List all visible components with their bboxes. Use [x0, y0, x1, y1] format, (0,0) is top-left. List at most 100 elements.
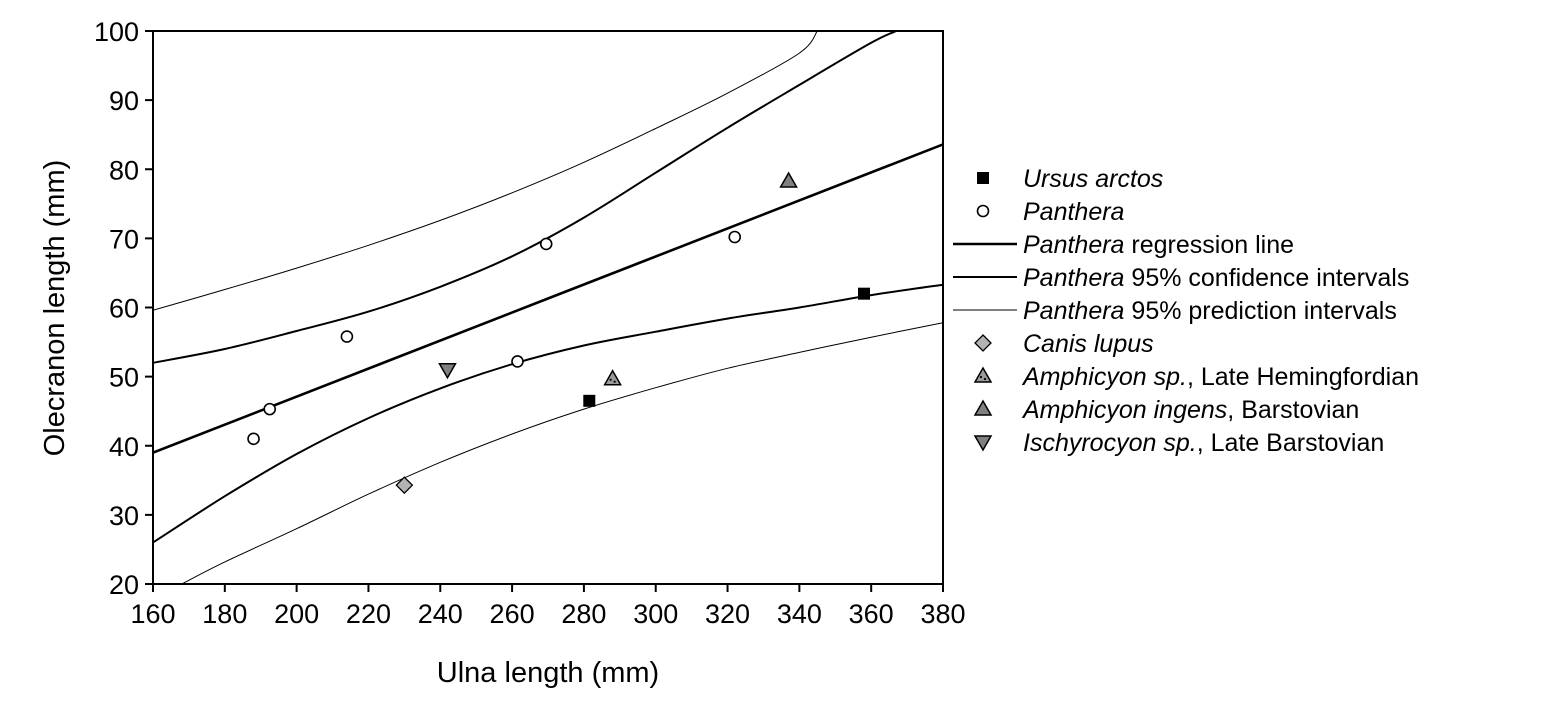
- legend-label-rest: , Barstovian: [1227, 396, 1359, 424]
- legend-label-italic: Panthera: [1023, 198, 1125, 226]
- legend-item: Amphicyon sp., Late Hemingfordian: [973, 363, 1419, 391]
- data-point: [779, 171, 798, 188]
- legend-symbol: [973, 366, 993, 383]
- confidence-upper-curve: [153, 31, 897, 364]
- x-tick-label: 200: [274, 599, 319, 629]
- square-marker: [583, 394, 596, 407]
- y-tick-label: 50: [109, 363, 139, 393]
- legend-item: Panthera 95% confidence intervals: [953, 264, 1409, 292]
- x-tick-label: 260: [490, 599, 535, 629]
- y-tick-label: 20: [109, 570, 139, 600]
- circle-marker: [340, 330, 354, 343]
- legend-label: Panthera: [1023, 198, 1125, 226]
- triangle-up-marker: [973, 366, 993, 383]
- x-tick-label: 220: [346, 599, 391, 629]
- x-tick-label: 380: [920, 599, 965, 629]
- circle-marker: [976, 204, 990, 218]
- legend-label-rest: regression line: [1124, 231, 1294, 259]
- legend-item: Ursus arctos: [977, 165, 1163, 193]
- data-point: [263, 402, 277, 416]
- legend-label: Panthera 95% confidence intervals: [1023, 264, 1409, 292]
- x-tick-label: 280: [561, 599, 606, 629]
- legend-label: Panthera regression line: [1023, 231, 1294, 259]
- triangle-dot: [979, 375, 983, 379]
- y-tick-label: 60: [109, 294, 139, 324]
- axes: 160 180 200 220 240 260 280 300 320 340 360 380 20 30…: [94, 17, 966, 629]
- x-tick-label: 300: [633, 599, 678, 629]
- data-point: [539, 237, 553, 251]
- y-tick-label: 90: [109, 86, 139, 116]
- legend-label-rest: , Late Hemingfordian: [1187, 363, 1419, 391]
- legend-label-rest: 95% prediction intervals: [1124, 297, 1396, 325]
- x-axis-title: Ulna length (mm): [437, 657, 659, 689]
- legend-label-italic: Panthera: [1023, 264, 1125, 292]
- legend-symbol: [976, 204, 990, 218]
- legend-label: Amphicyon ingens, Barstovian: [1021, 396, 1359, 424]
- legend-label-italic: Panthera: [1023, 297, 1125, 325]
- triangle-dot: [983, 377, 987, 381]
- legend-item: Canis lupus: [974, 330, 1154, 358]
- legend-symbol: [973, 399, 993, 416]
- triangle-up-marker: [973, 399, 993, 416]
- plot-curves: [153, 31, 943, 584]
- legend-item: Ischyrocyon sp., Late Barstovian: [973, 429, 1384, 457]
- triangle-dot: [613, 380, 616, 383]
- x-tick-label: 240: [418, 599, 463, 629]
- legend-label: Canis lupus: [1023, 330, 1154, 358]
- triangle-down-marker: [973, 435, 993, 452]
- y-axis-title: Olecranon length (mm): [39, 160, 71, 457]
- y-tick-label: 80: [109, 155, 139, 185]
- triangle-down-marker: [438, 362, 457, 380]
- legend-symbol: [977, 172, 989, 184]
- x-tick-label: 360: [849, 599, 894, 629]
- data-point: [858, 287, 870, 300]
- x-tick-label: 340: [777, 599, 822, 629]
- circle-marker: [728, 230, 742, 244]
- triangle-dot: [609, 378, 612, 381]
- data-point: [395, 476, 414, 495]
- y-tick-label: 40: [109, 432, 139, 462]
- regression-line: [153, 143, 943, 454]
- legend-label-italic: Ischyrocyon sp.: [1023, 429, 1197, 457]
- legend-label: Ursus arctos: [1023, 165, 1163, 193]
- prediction-upper-curve: [153, 31, 818, 311]
- y-tick-label: 30: [109, 501, 139, 531]
- diamond-marker: [974, 334, 992, 352]
- legend-symbol: [974, 334, 992, 352]
- circle-marker: [263, 402, 277, 416]
- data-point: [438, 362, 457, 380]
- legend-label-italic: Amphicyon sp.: [1021, 363, 1187, 391]
- data-point: [511, 355, 524, 368]
- y-tick-label: 70: [109, 224, 139, 254]
- data-point: [247, 432, 260, 446]
- legend-label-italic: Ursus arctos: [1023, 165, 1163, 193]
- plot-frame: [152, 30, 944, 585]
- y-tick-label: 100: [94, 17, 139, 47]
- legend-label-rest: , Late Barstovian: [1197, 429, 1385, 457]
- circle-marker: [511, 355, 524, 368]
- legend-item: Panthera regression line: [953, 231, 1294, 259]
- legend-label: Amphicyon sp., Late Hemingfordian: [1021, 363, 1419, 391]
- confidence-lower-curve: [153, 283, 943, 544]
- legend-label: Panthera 95% prediction intervals: [1023, 297, 1397, 325]
- legend-label-rest: 95% confidence intervals: [1124, 264, 1409, 292]
- legend-label-italic: Amphicyon ingens: [1021, 396, 1227, 424]
- legend-symbol: [973, 435, 993, 452]
- legend-label: Ischyrocyon sp., Late Barstovian: [1023, 429, 1384, 457]
- prediction-lower-curve: [181, 322, 943, 584]
- data-point: [728, 230, 742, 244]
- plot-points: [247, 171, 870, 495]
- circle-marker: [539, 237, 553, 251]
- legend-label-italic: Panthera: [1023, 231, 1125, 259]
- diamond-marker: [395, 476, 414, 495]
- data-point: [603, 369, 622, 386]
- x-tick-label: 160: [130, 599, 175, 629]
- x-tick-label: 320: [705, 599, 750, 629]
- legend-item: Panthera 95% prediction intervals: [953, 297, 1397, 325]
- legend-item: Amphicyon ingens, Barstovian: [973, 396, 1359, 424]
- legend-label-italic: Canis lupus: [1023, 330, 1154, 358]
- triangle-up-marker: [779, 171, 798, 188]
- square-marker: [977, 172, 989, 184]
